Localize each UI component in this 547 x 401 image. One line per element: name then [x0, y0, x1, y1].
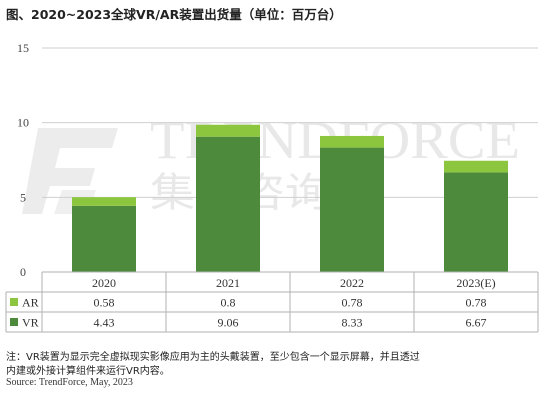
legend-swatch-vr [10, 318, 18, 326]
legend-label-vr: VR [22, 316, 39, 330]
data-label-ar: 0.78 [466, 296, 487, 310]
y-tick-label: 5 [20, 190, 26, 204]
footnote-line-1: 注：VR装置为显示完全虚拟现实影像应用为主的头戴装置，至少包含一个显示屏幕，并且… [6, 352, 420, 363]
data-label-vr: 9.06 [218, 316, 239, 330]
x-tick-label: 2022 [340, 276, 364, 290]
x-tick-label: 2021 [216, 276, 240, 290]
bar-vr-2022 [320, 147, 384, 272]
bar-ar-2021 [196, 124, 260, 137]
data-label-ar: 0.78 [342, 296, 363, 310]
bar-ar-2023(E) [444, 160, 508, 173]
y-tick-label: 0 [20, 265, 26, 279]
bar-ar-2022 [320, 135, 384, 148]
bar-ar-2020 [72, 197, 136, 206]
x-tick-label: 2023(E) [456, 276, 495, 290]
footnote-line-2: 内建或外接计算组件来运行VR内容。 [6, 366, 170, 377]
bars [72, 124, 508, 272]
data-label-vr: 4.43 [94, 316, 115, 330]
y-tick-label: 10 [17, 116, 29, 130]
legend-label-ar: AR [22, 296, 39, 310]
y-axis-ticks: 0 5 10 15 [17, 41, 29, 279]
data-table: 2020 2021 2022 2023(E) AR 0.58 0.8 0.78 0.78 VR 4.… [5, 271, 539, 333]
bar-vr-2023(E) [444, 172, 508, 272]
data-label-ar: 0.8 [221, 296, 236, 310]
chart-title: 图、2020~2023全球VR/AR装置出货量（单位：百万台） [6, 7, 342, 22]
y-tick-label: 15 [17, 41, 29, 55]
data-label-vr: 6.67 [466, 316, 487, 330]
x-tick-label: 2020 [92, 276, 116, 290]
data-label-vr: 8.33 [342, 316, 363, 330]
bar-vr-2021 [196, 136, 260, 272]
source-note: Source: TrendForce, May, 2023 [6, 377, 133, 388]
bar-vr-2020 [72, 205, 136, 272]
legend-swatch-ar [10, 298, 18, 306]
data-label-ar: 0.58 [94, 296, 115, 310]
